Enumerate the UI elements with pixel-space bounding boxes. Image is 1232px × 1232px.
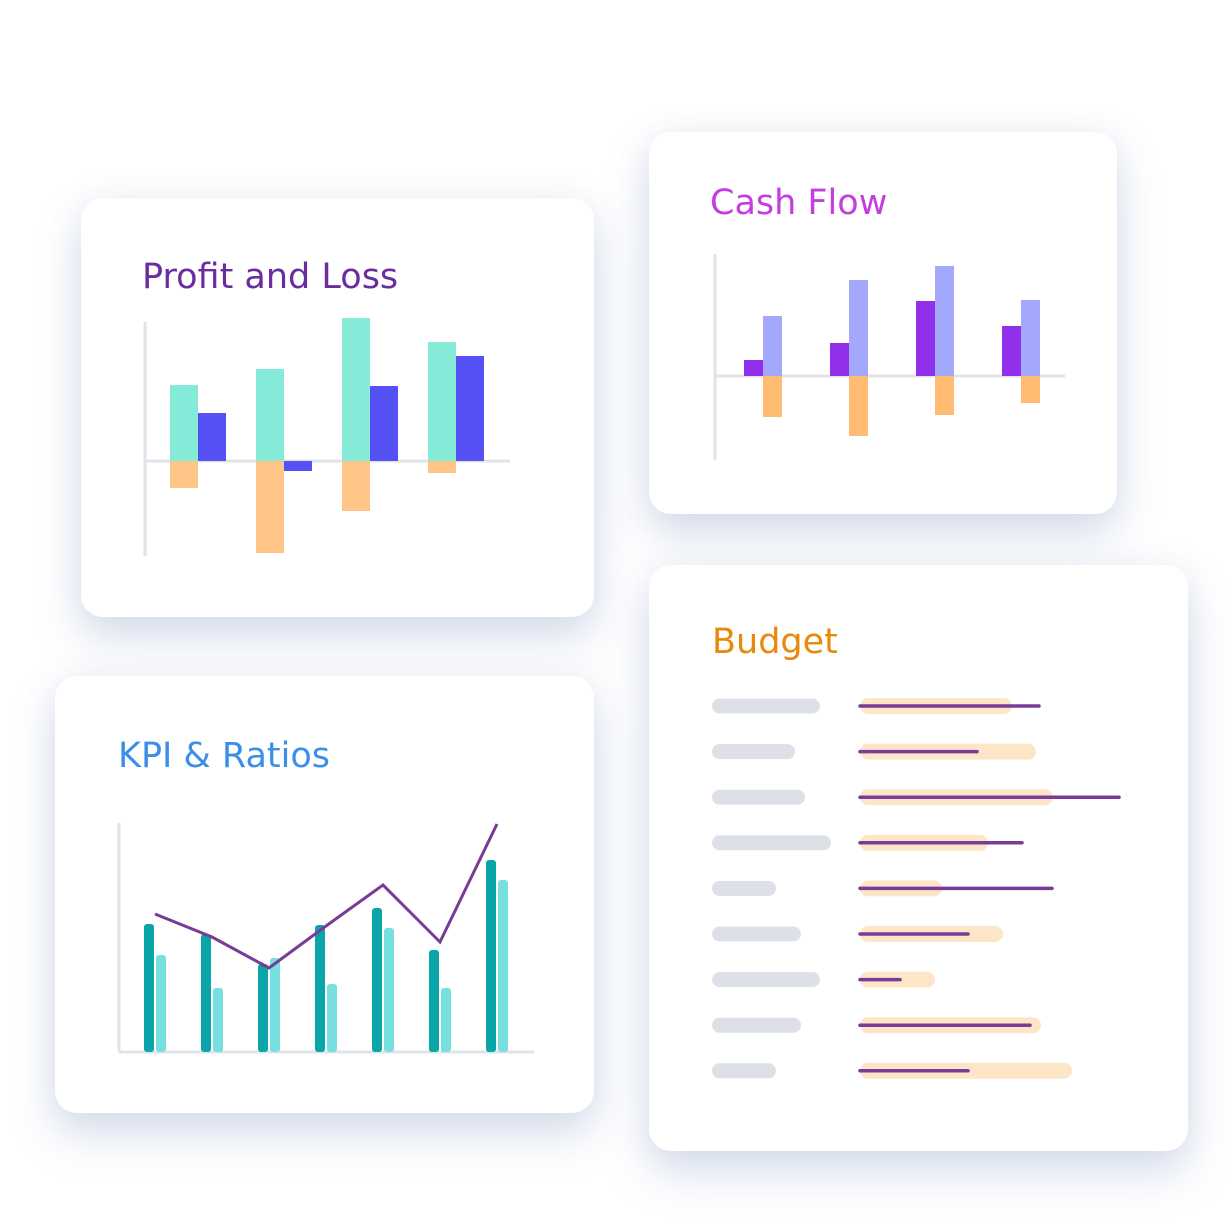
bar: [763, 376, 782, 417]
bar: [1002, 326, 1021, 376]
bar: [428, 342, 456, 461]
chart-title: Cash Flow: [710, 183, 887, 223]
bar: [935, 266, 954, 376]
bar: [198, 413, 226, 461]
label-placeholder: [712, 835, 831, 851]
label-placeholder: [712, 698, 820, 714]
label-placeholder: [712, 972, 820, 988]
bar: [486, 860, 496, 1052]
bar: [428, 461, 456, 473]
label-placeholder: [712, 926, 801, 942]
bar: [763, 316, 782, 376]
bar: [916, 301, 935, 376]
bar: [849, 280, 868, 376]
label-placeholder: [712, 880, 776, 896]
line-series: [154, 823, 499, 970]
bar: [849, 376, 868, 436]
bar: [170, 385, 198, 461]
bar: [256, 369, 284, 461]
bar: [327, 984, 337, 1052]
bar: [144, 924, 154, 1052]
bar: [170, 461, 198, 488]
bar: [1021, 376, 1040, 403]
bar: [744, 360, 763, 376]
bar: [315, 925, 325, 1052]
bar: [456, 356, 484, 461]
chart-title: Budget: [712, 622, 838, 662]
bar: [270, 958, 280, 1052]
bar: [258, 964, 268, 1052]
label-placeholder: [712, 1017, 801, 1033]
bar: [498, 880, 508, 1052]
card: [81, 198, 594, 617]
bar: [284, 461, 312, 471]
bar: [935, 376, 954, 415]
card: [649, 565, 1188, 1151]
bar: [384, 928, 394, 1052]
bar: [201, 934, 211, 1052]
bar: [429, 950, 439, 1052]
label-placeholder: [712, 1063, 776, 1079]
label-placeholder: [712, 789, 805, 805]
bar: [256, 461, 284, 553]
bar: [830, 343, 849, 376]
bar: [342, 461, 370, 511]
bar: [370, 386, 398, 461]
bar: [372, 908, 382, 1052]
bar: [156, 955, 166, 1052]
chart-title: KPI & Ratios: [118, 736, 330, 776]
chart-title: Profit and Loss: [142, 257, 398, 297]
bar: [441, 988, 451, 1052]
bar: [1021, 300, 1040, 376]
bar: [342, 318, 370, 461]
bar: [213, 988, 223, 1052]
label-placeholder: [712, 744, 795, 760]
